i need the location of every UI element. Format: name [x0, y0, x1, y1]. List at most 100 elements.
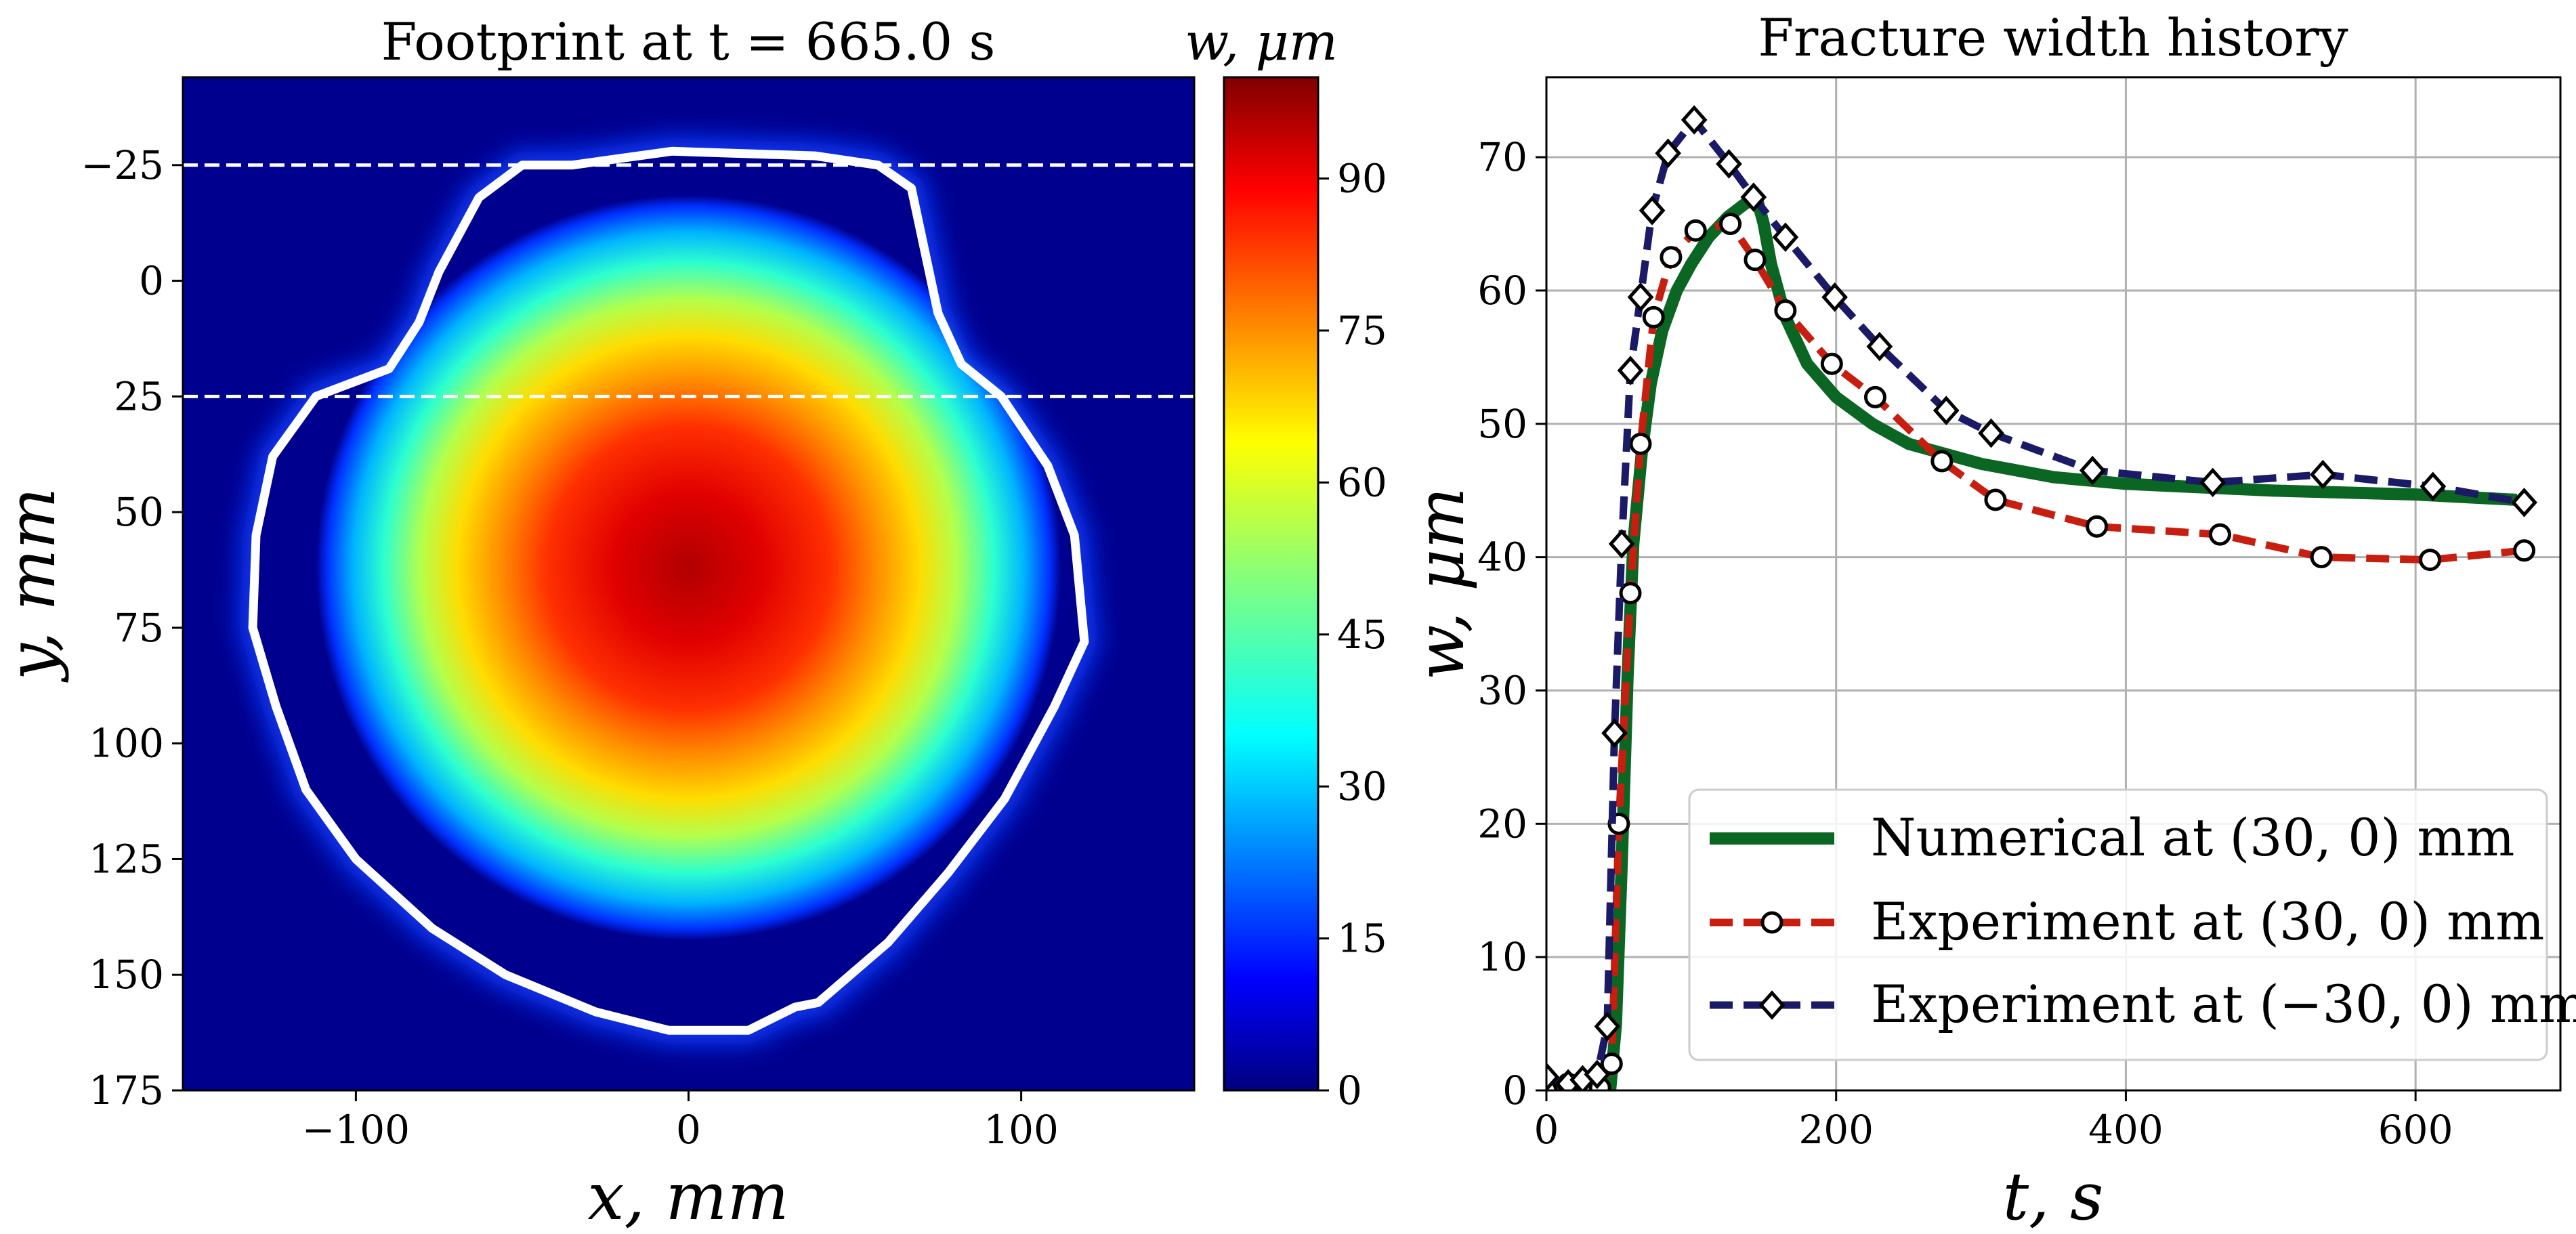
line-y-ticks: 0 10 20 30 40 50 60 70 — [1477, 134, 1546, 1113]
data-point — [1863, 385, 1886, 408]
y-tick-label: 10 — [1477, 934, 1527, 980]
y-tick-label: 150 — [89, 952, 164, 998]
series-2 — [1546, 105, 2537, 1090]
x-tick-label: −100 — [302, 1107, 410, 1153]
data-point — [2086, 515, 2109, 538]
colorbar-gradient — [1223, 76, 1319, 1092]
data-point — [2420, 471, 2447, 502]
heatmap-dashed-lines — [183, 163, 1194, 398]
data-point — [1719, 213, 1742, 236]
y-tick-label: −25 — [81, 142, 164, 188]
legend-marker-circle — [1760, 911, 1783, 934]
data-point — [1820, 352, 1843, 375]
x-tick-label: 200 — [1798, 1107, 1874, 1153]
y-tick-label: 25 — [114, 373, 164, 419]
data-point — [1594, 1011, 1621, 1042]
legend-label-numerical: Numerical at (30, 0) mm — [1871, 807, 2514, 868]
legend-marker-diamond — [1758, 990, 1786, 1020]
series-line — [1546, 116, 2525, 1088]
data-point — [1684, 219, 1707, 242]
y-tick-label: 100 — [89, 721, 164, 767]
data-point — [1984, 488, 2007, 511]
data-point — [2208, 523, 2231, 546]
data-point — [1600, 1052, 1623, 1076]
legend-label-exp-neg: Experiment at (−30, 0) mm — [1871, 974, 2576, 1034]
line-y-label: w, μm — [1403, 487, 1479, 680]
legend: Numerical at (30, 0) mm Experiment at (3… — [1688, 788, 2576, 1061]
data-point — [2309, 459, 2336, 490]
data-point — [1933, 396, 1960, 425]
data-point — [1619, 582, 1642, 605]
y-tick-label: 40 — [1477, 534, 1527, 580]
data-point — [1978, 418, 2004, 448]
heatmap-panel: −100 0 100 −25 0 25 50 75 100 125 150 175 Footprin… — [0, 12, 1196, 1234]
colorbar-tick-label: 90 — [1337, 156, 1387, 202]
data-point — [2513, 539, 2536, 562]
y-tick-label: 0 — [139, 258, 164, 304]
data-point — [1617, 356, 1644, 385]
data-point — [1608, 529, 1635, 559]
heatmap-y-ticks: −25 0 25 50 75 100 125 150 175 — [81, 142, 183, 1113]
line-x-label: t, s — [2003, 1159, 2104, 1234]
line-chart-panel: 0 200 400 600 0 10 20 30 40 50 60 70 Fracture widt… — [1403, 7, 2576, 1234]
data-point — [1821, 282, 1848, 312]
colorbar-tick-label: 30 — [1337, 763, 1387, 809]
legend-label-exp-pos: Experiment at (30, 0) mm — [1871, 891, 2544, 952]
y-tick-label: 70 — [1477, 134, 1527, 180]
data-point — [1930, 450, 1954, 473]
colorbar-tick-label: 0 — [1337, 1067, 1362, 1113]
y-tick-label: 20 — [1477, 801, 1527, 847]
data-point — [2419, 549, 2442, 572]
data-point — [2199, 467, 2226, 498]
data-point — [1716, 149, 1742, 179]
y-tick-label: 75 — [114, 605, 164, 651]
y-tick-label: 50 — [114, 489, 164, 535]
data-point — [2079, 455, 2106, 486]
data-point — [2511, 488, 2537, 517]
data-point — [1866, 331, 1893, 362]
heatmap-x-label: x, mm — [587, 1159, 788, 1234]
x-tick-label: 0 — [1534, 1107, 1559, 1153]
y-tick-label: 175 — [89, 1067, 164, 1113]
data-point — [1629, 432, 1652, 455]
data-point — [1642, 305, 1665, 328]
colorbar-tick-label: 75 — [1337, 307, 1387, 354]
data-point — [1639, 196, 1666, 226]
data-point — [1627, 282, 1654, 312]
data-point — [2310, 546, 2333, 569]
data-point — [1744, 249, 1767, 272]
colorbar-label: w, μm — [1185, 12, 1338, 72]
line-x-ticks: 0 200 400 600 — [1534, 1090, 2453, 1153]
plot-frame — [1545, 76, 2562, 1092]
data-point — [1740, 182, 1767, 212]
series-layer — [1546, 105, 2537, 1090]
y-tick-label: 60 — [1477, 268, 1527, 314]
colorbar-tick-label: 45 — [1337, 612, 1387, 658]
data-point — [1584, 1059, 1611, 1090]
colorbar-tick-label: 15 — [1337, 916, 1387, 962]
heatmap-title: Footprint at t = 665.0 s — [381, 12, 996, 72]
heatmap-y-label: y, mm — [0, 488, 70, 683]
y-tick-label: 50 — [1477, 401, 1527, 447]
colorbar-tick-label: 60 — [1337, 459, 1387, 505]
data-point — [1660, 246, 1683, 269]
x-tick-label: 400 — [2088, 1107, 2163, 1153]
data-point — [1655, 138, 1681, 168]
x-tick-label: 600 — [2378, 1107, 2453, 1153]
data-point — [1601, 718, 1628, 748]
y-tick-label: 0 — [1502, 1067, 1527, 1113]
colorbar: 0 15 30 45 60 75 90 w, μm — [1185, 12, 1387, 1113]
data-point — [1774, 299, 1797, 322]
y-tick-label: 30 — [1477, 667, 1527, 713]
line-chart-title: Fracture width history — [1758, 7, 2348, 68]
data-point — [1772, 222, 1799, 252]
data-point — [1546, 1062, 1560, 1090]
y-tick-label: 125 — [89, 836, 164, 882]
legend-box — [1688, 788, 2548, 1061]
colorbar-ticks: 0 15 30 45 60 75 90 — [1318, 156, 1387, 1113]
data-point — [1681, 105, 1708, 135]
x-tick-label: 0 — [676, 1107, 701, 1153]
heatmap-x-ticks: −100 0 100 — [302, 1090, 1059, 1153]
x-tick-label: 100 — [984, 1107, 1059, 1153]
